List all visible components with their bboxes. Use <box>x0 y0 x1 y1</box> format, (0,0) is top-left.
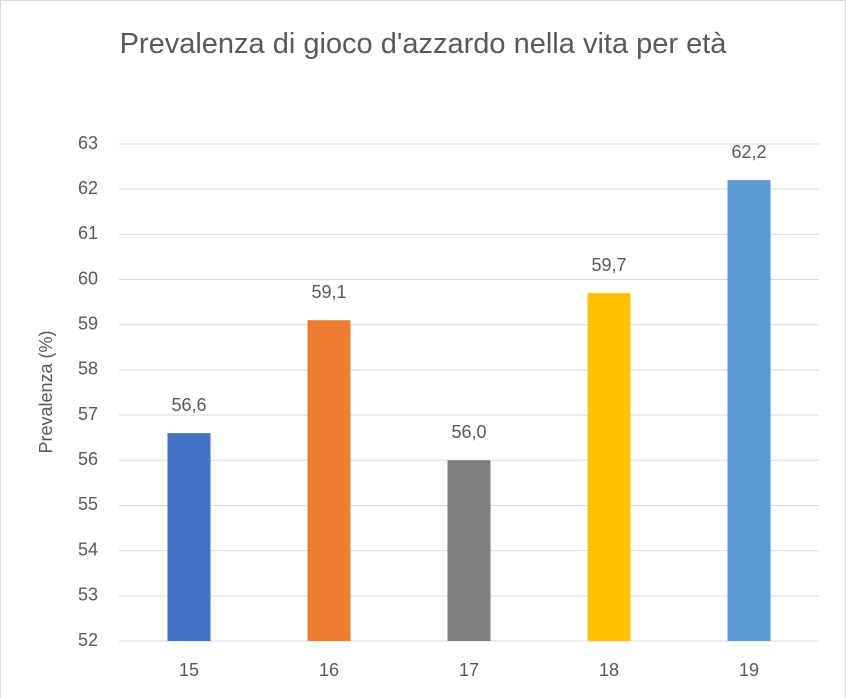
bar <box>727 180 771 642</box>
data-label: 59,7 <box>591 255 626 275</box>
data-label: 56,0 <box>451 422 486 442</box>
y-tick-label: 60 <box>78 268 98 288</box>
data-label: 59,1 <box>311 282 346 302</box>
y-tick-label: 53 <box>78 585 98 605</box>
x-tick-label: 15 <box>179 660 199 680</box>
y-tick-label: 57 <box>78 404 98 424</box>
x-tick-label: 17 <box>459 660 479 680</box>
y-tick-label: 55 <box>78 494 98 514</box>
y-tick-label: 62 <box>78 178 98 198</box>
y-axis-label: Prevalenza (%) <box>36 330 56 453</box>
x-tick-label: 19 <box>739 660 759 680</box>
bar <box>587 293 631 641</box>
x-tick-label: 16 <box>319 660 339 680</box>
y-tick-label: 52 <box>78 630 98 650</box>
y-tick-label: 56 <box>78 449 98 469</box>
y-tick-label: 59 <box>78 313 98 333</box>
y-tick-label: 54 <box>78 539 98 559</box>
y-tick-label: 63 <box>78 133 98 153</box>
x-tick-label: 18 <box>599 660 619 680</box>
bar <box>307 320 351 641</box>
data-label: 62,2 <box>731 142 766 162</box>
y-tick-label: 61 <box>78 223 98 243</box>
bar <box>167 433 211 641</box>
y-tick-label: 58 <box>78 359 98 379</box>
data-label: 56,6 <box>171 395 206 415</box>
chart-title: Prevalenza di gioco d'azzardo nella vita… <box>119 28 727 60</box>
bar <box>447 460 491 641</box>
